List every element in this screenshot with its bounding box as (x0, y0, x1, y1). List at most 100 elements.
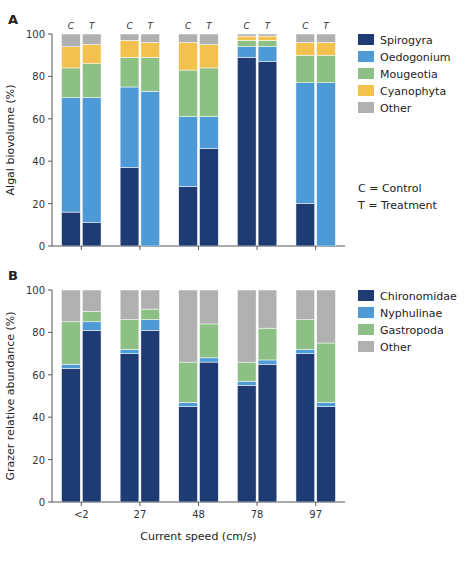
bar-segment (258, 360, 277, 364)
x-axis-label: Current speed (cm/s) (140, 530, 256, 543)
bar-segment (179, 187, 198, 246)
y-tick-label: 80 (32, 71, 45, 82)
panel-label: B (8, 268, 18, 283)
legend-swatch (358, 68, 374, 79)
bar-segment (296, 34, 315, 42)
x-tick (315, 246, 316, 250)
bar-segment (179, 42, 198, 70)
legend-swatch (358, 102, 374, 113)
bar-segment (120, 168, 139, 246)
bar-segment (317, 407, 336, 502)
y-tick-label: 0 (39, 241, 45, 252)
panel-label: A (8, 12, 18, 27)
bar-segment (82, 45, 101, 64)
y-tick (48, 34, 52, 35)
y-tick-label: 100 (26, 285, 45, 296)
group-label: C (68, 21, 75, 31)
group-label: T (89, 21, 96, 31)
bar-segment (82, 98, 101, 223)
bar-segment (62, 47, 81, 68)
x-tick (257, 246, 258, 250)
x-tick (257, 502, 258, 506)
bar-segment (200, 34, 219, 45)
bar-segment (179, 290, 198, 362)
legend-label: Cyanophyta (380, 85, 446, 98)
annotation: T = Treatment (357, 199, 438, 212)
legend-swatch (358, 51, 374, 62)
y-tick-label: 40 (32, 412, 45, 423)
bar-segment (200, 148, 219, 246)
group-label: T (323, 21, 330, 31)
y-tick (48, 203, 52, 204)
bar-segment (296, 204, 315, 246)
legend: ChironomidaeNyphulinaeGastropodaOther (358, 290, 457, 354)
bar-segment (179, 34, 198, 42)
bar-segment (82, 223, 101, 246)
bar-segment (296, 354, 315, 502)
y-tick-label: 20 (32, 199, 45, 210)
bar-segment (62, 68, 81, 98)
legend-label: Oedogonium (380, 51, 451, 64)
bar-segment (237, 385, 256, 502)
legend-swatch (358, 85, 374, 96)
y-axis (52, 34, 53, 246)
legend-label: Spirogyra (380, 34, 433, 47)
bar-segment (120, 87, 139, 168)
bar-segment (82, 64, 101, 98)
bar-segment (317, 290, 336, 343)
group-label: C (185, 21, 192, 31)
bar-segment (141, 309, 160, 320)
bar-segment (141, 57, 160, 91)
bar-segment (317, 55, 336, 83)
x-tick-label: <2 (74, 509, 89, 520)
legend-label: Gastropoda (380, 324, 444, 337)
bar-segment (200, 358, 219, 362)
legend-swatch (358, 324, 374, 335)
legend-label: Mougeotia (380, 68, 438, 81)
bar-segment (237, 381, 256, 385)
y-tick-label: 20 (32, 455, 45, 466)
bar-segment (141, 330, 160, 502)
y-tick (48, 502, 52, 503)
y-tick-label: 0 (39, 497, 45, 508)
bar-segment (62, 98, 81, 212)
bar-segment (258, 36, 277, 40)
y-tick-label: 60 (32, 370, 45, 381)
bar-segment (62, 322, 81, 364)
bar-segment (200, 117, 219, 149)
x-tick (198, 502, 199, 506)
bar-segment (296, 42, 315, 55)
bar-segment (82, 322, 101, 330)
bar-segment (296, 290, 315, 320)
bar-segment (82, 330, 101, 502)
bar-segment (62, 34, 81, 47)
y-tick-label: 40 (32, 156, 45, 167)
bars (62, 290, 336, 502)
legend-swatch (358, 307, 374, 318)
bar-segment (141, 290, 160, 309)
bar-segment (258, 40, 277, 46)
bar-segment (237, 36, 256, 40)
x-tick-label: 27 (134, 509, 147, 520)
bar-segment (296, 55, 315, 83)
group-label: C (302, 21, 309, 31)
bar-segment (179, 117, 198, 187)
legend-label: Nyphulinae (380, 307, 442, 320)
bar-segment (179, 407, 198, 502)
y-axis-label: Grazer relative abundance (%) (4, 311, 17, 480)
y-tick-label: 60 (32, 114, 45, 125)
bar-segment (200, 290, 219, 324)
y-tick (48, 76, 52, 77)
bar-segment (317, 83, 336, 246)
bar-segment (62, 212, 81, 246)
legend-swatch (358, 34, 374, 45)
bar-segment (237, 57, 256, 246)
bar-segment (296, 83, 315, 204)
bar-segment (62, 368, 81, 502)
bar-segment (237, 47, 256, 58)
y-tick-label: 80 (32, 327, 45, 338)
bar-segment (237, 34, 256, 36)
bars (62, 34, 336, 246)
bar-segment (200, 68, 219, 117)
bar-segment (200, 324, 219, 358)
